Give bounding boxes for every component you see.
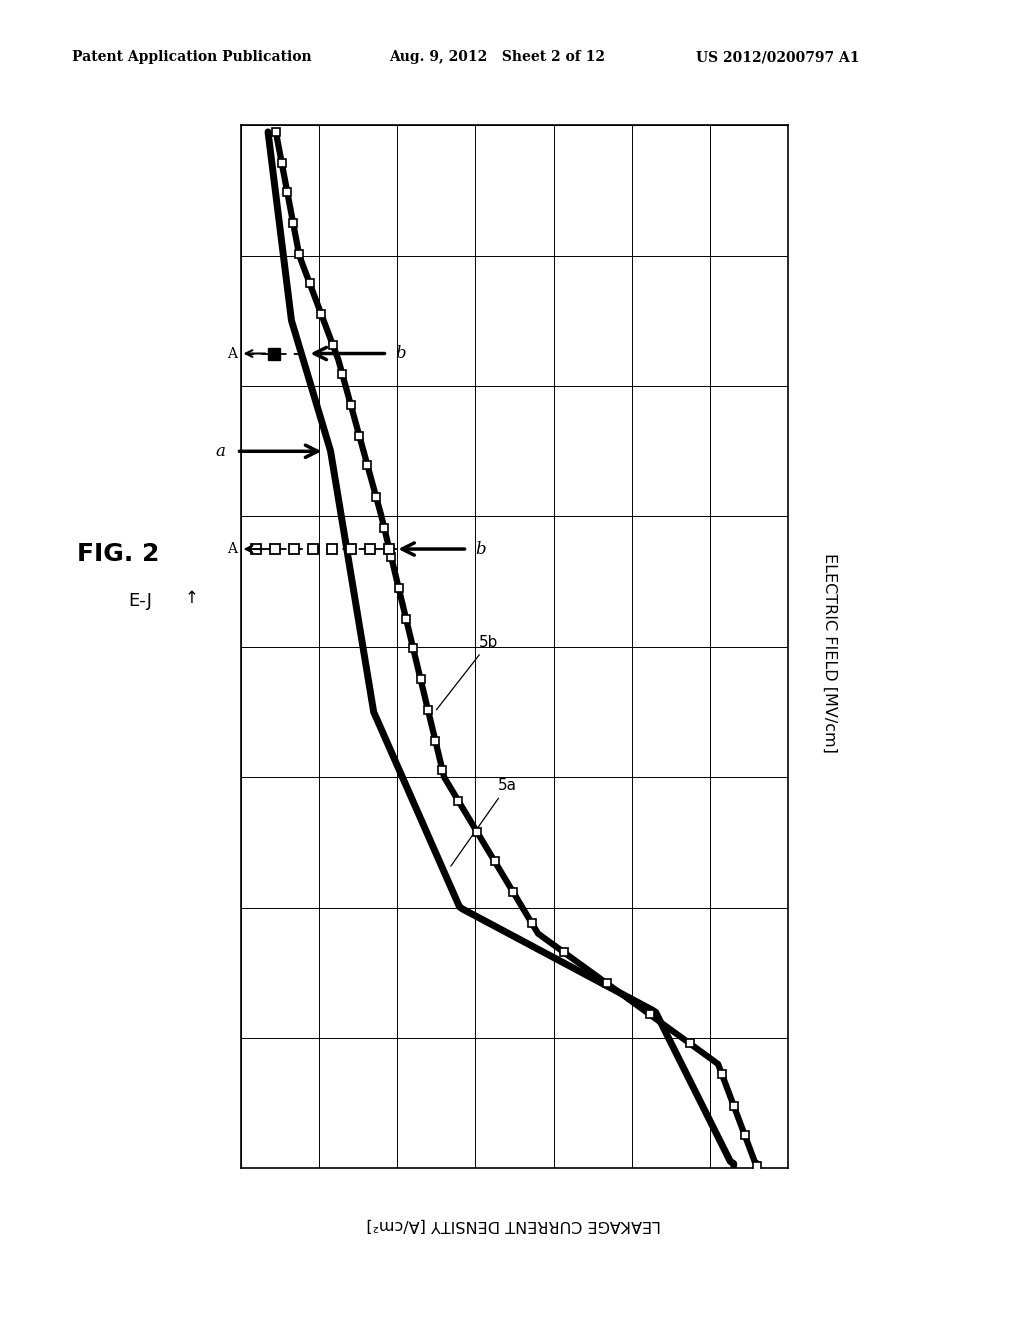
Text: LEAKAGE CURRENT DENSITY [A/cm²]: LEAKAGE CURRENT DENSITY [A/cm²]	[367, 1217, 662, 1233]
Text: ELECTRIC FIELD [MV/cm]: ELECTRIC FIELD [MV/cm]	[822, 553, 837, 754]
Text: US 2012/0200797 A1: US 2012/0200797 A1	[696, 50, 860, 65]
Text: A: A	[226, 347, 237, 360]
Text: A: A	[226, 543, 237, 556]
Text: b: b	[475, 540, 485, 557]
Text: 5b: 5b	[436, 635, 499, 710]
Text: b: b	[395, 345, 406, 362]
Text: E-J: E-J	[128, 591, 152, 610]
Text: ↑: ↑	[184, 589, 199, 607]
Text: FIG. 2: FIG. 2	[77, 543, 159, 566]
Text: Aug. 9, 2012   Sheet 2 of 12: Aug. 9, 2012 Sheet 2 of 12	[389, 50, 605, 65]
Text: 5a: 5a	[451, 779, 517, 866]
Text: Patent Application Publication: Patent Application Publication	[72, 50, 311, 65]
Text: a: a	[215, 442, 225, 459]
